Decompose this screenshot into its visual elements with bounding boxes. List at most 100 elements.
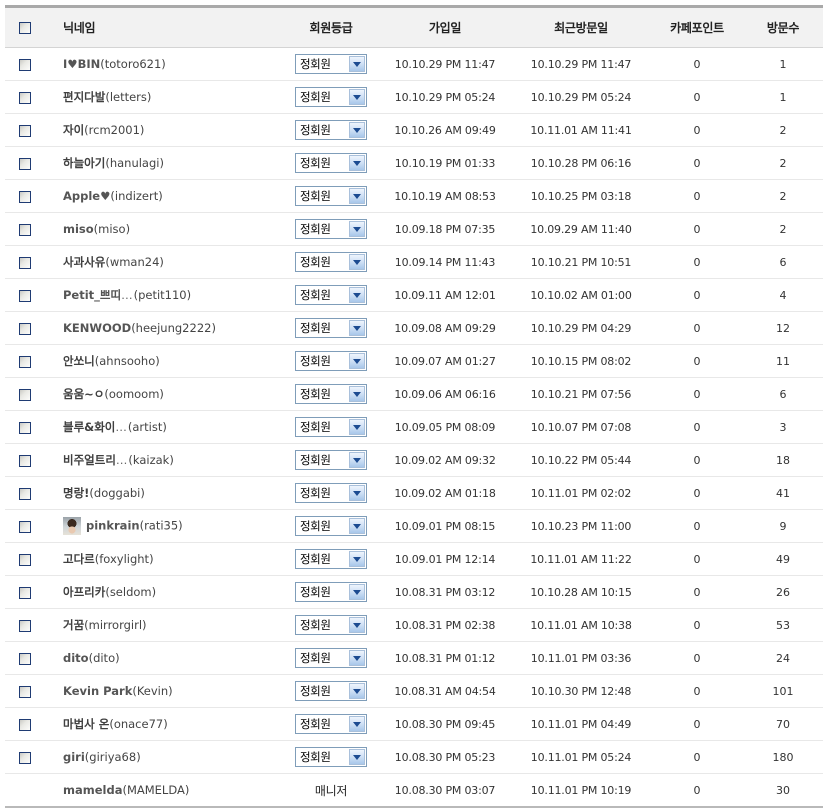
visitcount-cell: 6 bbox=[743, 377, 823, 411]
row-checkbox[interactable] bbox=[19, 619, 31, 632]
row-checkbox[interactable] bbox=[19, 91, 31, 104]
nickname-cell[interactable]: 아프리카(seldom) bbox=[45, 575, 283, 609]
nickname-cell[interactable]: 비주얼트리…(kaizak) bbox=[45, 443, 283, 477]
grade-select[interactable]: 정회원 bbox=[295, 615, 367, 635]
row-checkbox[interactable] bbox=[19, 487, 31, 500]
header-lastvisit[interactable]: 최근방문일 bbox=[511, 8, 651, 48]
row-checkbox[interactable] bbox=[19, 685, 31, 698]
row-checkbox[interactable] bbox=[19, 454, 31, 467]
chevron-down-icon[interactable] bbox=[349, 518, 365, 534]
chevron-down-icon[interactable] bbox=[349, 56, 365, 72]
nickname-cell[interactable]: giri(giriya68) bbox=[45, 740, 283, 774]
chevron-down-icon[interactable] bbox=[349, 683, 365, 699]
row-checkbox[interactable] bbox=[19, 190, 31, 203]
nickname-label: 하늘아기 bbox=[63, 156, 106, 170]
nickname-cell[interactable]: pinkrain(rati35) bbox=[45, 509, 283, 543]
nickname-cell[interactable]: 명랑!(doggabi) bbox=[45, 476, 283, 510]
grade-select[interactable]: 정회원 bbox=[295, 549, 367, 569]
nickname-cell[interactable]: I♥BIN(totoro621) bbox=[45, 47, 283, 81]
chevron-down-icon[interactable] bbox=[349, 89, 365, 105]
row-checkbox[interactable] bbox=[19, 223, 31, 236]
chevron-down-icon[interactable] bbox=[349, 716, 365, 732]
grade-select[interactable]: 정회원 bbox=[295, 219, 367, 239]
chevron-down-icon[interactable] bbox=[349, 254, 365, 270]
header-nickname[interactable]: 닉네임 bbox=[45, 8, 283, 48]
grade-select[interactable]: 정회원 bbox=[295, 516, 367, 536]
chevron-down-icon[interactable] bbox=[349, 452, 365, 468]
grade-select[interactable]: 정회원 bbox=[295, 153, 367, 173]
grade-select[interactable]: 정회원 bbox=[295, 252, 367, 272]
row-checkbox[interactable] bbox=[19, 322, 31, 335]
header-joindate[interactable]: 가입일 bbox=[379, 8, 511, 48]
grade-select[interactable]: 정회원 bbox=[295, 384, 367, 404]
grade-select[interactable]: 정회원 bbox=[295, 747, 367, 767]
nickname-cell[interactable]: Kevin Park(Kevin) bbox=[45, 674, 283, 708]
row-checkbox[interactable] bbox=[19, 124, 31, 137]
row-checkbox[interactable] bbox=[19, 355, 31, 368]
chevron-down-icon[interactable] bbox=[349, 617, 365, 633]
nickname-cell[interactable]: 움움~ㅇ(oomoom) bbox=[45, 377, 283, 411]
nickname-cell[interactable]: 자이(rcm2001) bbox=[45, 113, 283, 147]
grade-select[interactable]: 정회원 bbox=[295, 87, 367, 107]
chevron-down-icon[interactable] bbox=[349, 155, 365, 171]
nickname-cell[interactable]: 편지다발(letters) bbox=[45, 80, 283, 114]
nickname-label: 명랑! bbox=[63, 486, 90, 500]
chevron-down-icon[interactable] bbox=[349, 584, 365, 600]
member-list-page: 닉네임 회원등급 가입일 최근방문일 카페포인트 방문수 I♥BIN(totor… bbox=[0, 5, 828, 808]
nickname-cell[interactable]: miso(miso) bbox=[45, 212, 283, 246]
chevron-down-icon[interactable] bbox=[349, 188, 365, 204]
chevron-down-icon[interactable] bbox=[349, 749, 365, 765]
nickname-cell[interactable]: 고다르(foxylight) bbox=[45, 542, 283, 576]
chevron-down-icon[interactable] bbox=[349, 221, 365, 237]
chevron-down-icon[interactable] bbox=[349, 419, 365, 435]
nickname-cell[interactable]: 마법사 온(onace77) bbox=[45, 707, 283, 741]
grade-select[interactable]: 정회원 bbox=[295, 681, 367, 701]
nickname-cell[interactable]: KENWOOD(heejung2222) bbox=[45, 311, 283, 345]
row-checkbox[interactable] bbox=[19, 256, 31, 269]
chevron-down-icon[interactable] bbox=[349, 320, 365, 336]
grade-select[interactable]: 정회원 bbox=[295, 417, 367, 437]
grade-select[interactable]: 정회원 bbox=[295, 318, 367, 338]
grade-select[interactable]: 정회원 bbox=[295, 186, 367, 206]
row-checkbox[interactable] bbox=[19, 157, 31, 170]
row-checkbox[interactable] bbox=[19, 718, 31, 731]
grade-select[interactable]: 정회원 bbox=[295, 582, 367, 602]
row-checkbox[interactable] bbox=[19, 751, 31, 764]
nickname-cell[interactable]: 안쏘니(ahnsooho) bbox=[45, 344, 283, 378]
chevron-down-icon[interactable] bbox=[349, 287, 365, 303]
grade-select[interactable]: 정회원 bbox=[295, 285, 367, 305]
grade-select[interactable]: 정회원 bbox=[295, 120, 367, 140]
grade-select[interactable]: 정회원 bbox=[295, 450, 367, 470]
header-grade[interactable]: 회원등급 bbox=[283, 8, 379, 48]
chevron-down-icon[interactable] bbox=[349, 122, 365, 138]
row-checkbox[interactable] bbox=[19, 388, 31, 401]
row-checkbox[interactable] bbox=[19, 586, 31, 599]
chevron-down-icon[interactable] bbox=[349, 353, 365, 369]
chevron-down-icon[interactable] bbox=[349, 650, 365, 666]
nickname-cell[interactable]: dito(dito) bbox=[45, 641, 283, 675]
nickname-cell[interactable]: mamelda(MAMELDA) bbox=[45, 774, 283, 807]
row-checkbox[interactable] bbox=[19, 652, 31, 665]
row-checkbox[interactable] bbox=[19, 58, 31, 71]
grade-select[interactable]: 정회원 bbox=[295, 714, 367, 734]
grade-select[interactable]: 정회원 bbox=[295, 648, 367, 668]
chevron-down-icon[interactable] bbox=[349, 386, 365, 402]
nickname-cell[interactable]: 블루&화이…(artist) bbox=[45, 410, 283, 444]
nickname-cell[interactable]: Apple♥(indizert) bbox=[45, 179, 283, 213]
chevron-down-icon[interactable] bbox=[349, 485, 365, 501]
nickname-cell[interactable]: Petit_쁘띠…(petit110) bbox=[45, 278, 283, 312]
grade-select[interactable]: 정회원 bbox=[295, 54, 367, 74]
nickname-cell[interactable]: 사과사유(wman24) bbox=[45, 245, 283, 279]
row-checkbox[interactable] bbox=[19, 421, 31, 434]
row-checkbox[interactable] bbox=[19, 520, 31, 533]
select-all-checkbox[interactable] bbox=[19, 22, 31, 34]
row-checkbox[interactable] bbox=[19, 553, 31, 566]
header-points[interactable]: 카페포인트 bbox=[651, 8, 743, 48]
grade-select[interactable]: 정회원 bbox=[295, 351, 367, 371]
header-visits[interactable]: 방문수 bbox=[743, 8, 823, 48]
grade-select[interactable]: 정회원 bbox=[295, 483, 367, 503]
row-checkbox[interactable] bbox=[19, 289, 31, 302]
nickname-cell[interactable]: 거꿈(mirrorgirl) bbox=[45, 608, 283, 642]
chevron-down-icon[interactable] bbox=[349, 551, 365, 567]
nickname-cell[interactable]: 하늘아기(hanulagi) bbox=[45, 146, 283, 180]
